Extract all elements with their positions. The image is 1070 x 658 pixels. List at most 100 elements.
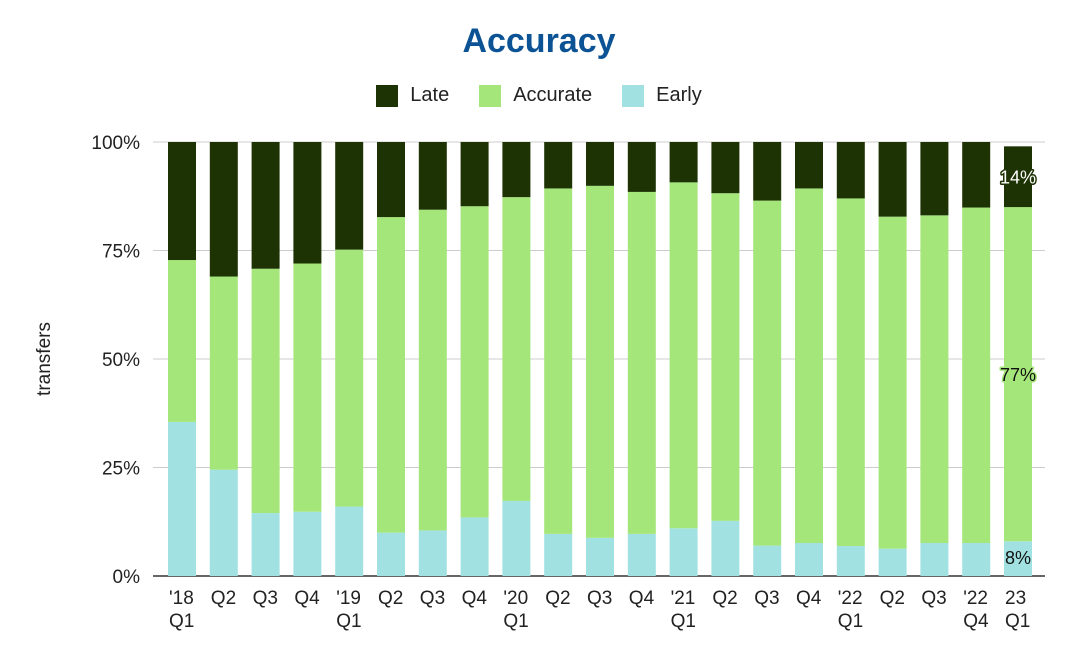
x-tick-label: '18 Q1 — [169, 588, 194, 632]
x-tick-label: Q3 — [253, 588, 278, 609]
bar-early — [418, 530, 447, 576]
y-tick-label: 75% — [102, 242, 140, 263]
bar-late — [962, 142, 991, 208]
x-tick-label: Q4 — [462, 588, 488, 609]
bar-late — [795, 142, 823, 189]
bar-late — [669, 142, 698, 183]
bar-early — [460, 517, 489, 576]
bar-accurate — [1004, 207, 1032, 542]
x-tick-label: Q2 — [545, 588, 570, 609]
bar-accurate — [795, 188, 823, 544]
bar-late — [168, 142, 196, 261]
data-label-late: 14% — [1000, 168, 1036, 188]
x-tick-label: Q2 — [211, 588, 236, 609]
bar-early — [878, 548, 907, 576]
legend-item-late: Late — [376, 84, 449, 107]
legend-label-late: Late — [410, 84, 450, 106]
chart-title: Accuracy — [462, 22, 616, 60]
bar-early — [168, 421, 196, 576]
bar-early — [669, 528, 698, 576]
bar-late — [460, 142, 489, 207]
bar-accurate — [920, 215, 949, 544]
y-axis-label: transfers — [34, 322, 55, 396]
bar-early — [209, 469, 238, 576]
bar-accurate — [251, 268, 280, 514]
bar-early — [962, 543, 991, 576]
bar-accurate — [460, 206, 489, 518]
bar-late — [711, 142, 740, 194]
bar-accurate — [669, 182, 698, 529]
x-tick-label: '19 Q1 — [336, 588, 361, 632]
bar-early — [335, 506, 364, 576]
bar-early — [627, 533, 656, 576]
legend-swatch-accurate — [479, 84, 502, 107]
bar-late — [878, 142, 907, 217]
x-tick-label: Q2 — [880, 588, 905, 609]
bar-accurate — [836, 198, 865, 547]
bar-late — [753, 142, 782, 201]
bar-early — [920, 543, 949, 576]
bar-accurate — [502, 197, 531, 501]
x-tick-label: Q4 — [629, 588, 655, 609]
bar-early — [251, 513, 280, 576]
data-label-accurate: 77% — [1000, 365, 1036, 385]
x-tick-label: Q3 — [921, 588, 946, 609]
bar-accurate — [878, 216, 907, 549]
legend: Late Accurate Early — [0, 84, 1070, 107]
bar-accurate — [962, 207, 991, 544]
data-label-early: 8% — [1005, 548, 1031, 568]
y-tick-label: 0% — [113, 567, 141, 588]
bar-accurate — [544, 188, 573, 534]
x-tick-label: '22 Q4 — [963, 588, 989, 632]
bar-early — [293, 511, 322, 576]
x-tick-label: Q3 — [587, 588, 612, 609]
bar-early — [711, 520, 740, 576]
bar-late — [627, 142, 656, 192]
bar-accurate — [209, 276, 238, 470]
bar-late — [293, 142, 322, 264]
bar-accurate — [627, 191, 656, 534]
bar-late — [502, 142, 531, 198]
bar-early — [586, 537, 614, 576]
bar-accurate — [711, 193, 740, 521]
legend-label-early: Early — [656, 84, 702, 106]
legend-item-early: Early — [622, 84, 702, 107]
legend-label-accurate: Accurate — [513, 84, 593, 106]
bar-late — [418, 142, 447, 210]
bar-late — [251, 142, 280, 269]
bar-late — [586, 142, 614, 186]
x-tick-label: '21 Q1 — [671, 588, 696, 632]
bar-early — [836, 546, 865, 576]
bar-late — [544, 142, 573, 189]
x-tick-label: '22 Q1 — [838, 588, 863, 632]
bar-early — [502, 500, 531, 576]
x-tick-label: Q2 — [712, 588, 737, 609]
bar-late — [209, 142, 238, 277]
x-tick-label: 23 Q1 — [1005, 588, 1030, 632]
y-tick-label: 100% — [91, 133, 140, 154]
bar-accurate — [335, 249, 364, 507]
bar-early — [544, 533, 573, 576]
bar-late — [377, 142, 405, 218]
bar-accurate — [753, 200, 782, 546]
bar-early — [377, 532, 405, 576]
bars — [168, 142, 1032, 576]
bar-late — [1004, 146, 1032, 208]
bar-accurate — [418, 209, 447, 531]
y-tick-label: 25% — [102, 459, 140, 480]
bar-accurate — [168, 260, 196, 422]
bar-accurate — [377, 217, 405, 533]
bar-late — [920, 142, 949, 216]
bar-late — [335, 142, 364, 250]
bar-early — [753, 545, 782, 576]
legend-item-accurate: Accurate — [479, 84, 592, 107]
y-tick-label: 50% — [102, 350, 140, 371]
legend-swatch-early — [622, 84, 645, 107]
bar-accurate — [586, 185, 614, 538]
legend-swatch-late — [376, 84, 399, 107]
x-tick-label: Q4 — [294, 588, 320, 609]
bar-early — [1004, 541, 1032, 576]
x-tick-label: Q4 — [796, 588, 822, 609]
x-tick-label: Q3 — [420, 588, 445, 609]
